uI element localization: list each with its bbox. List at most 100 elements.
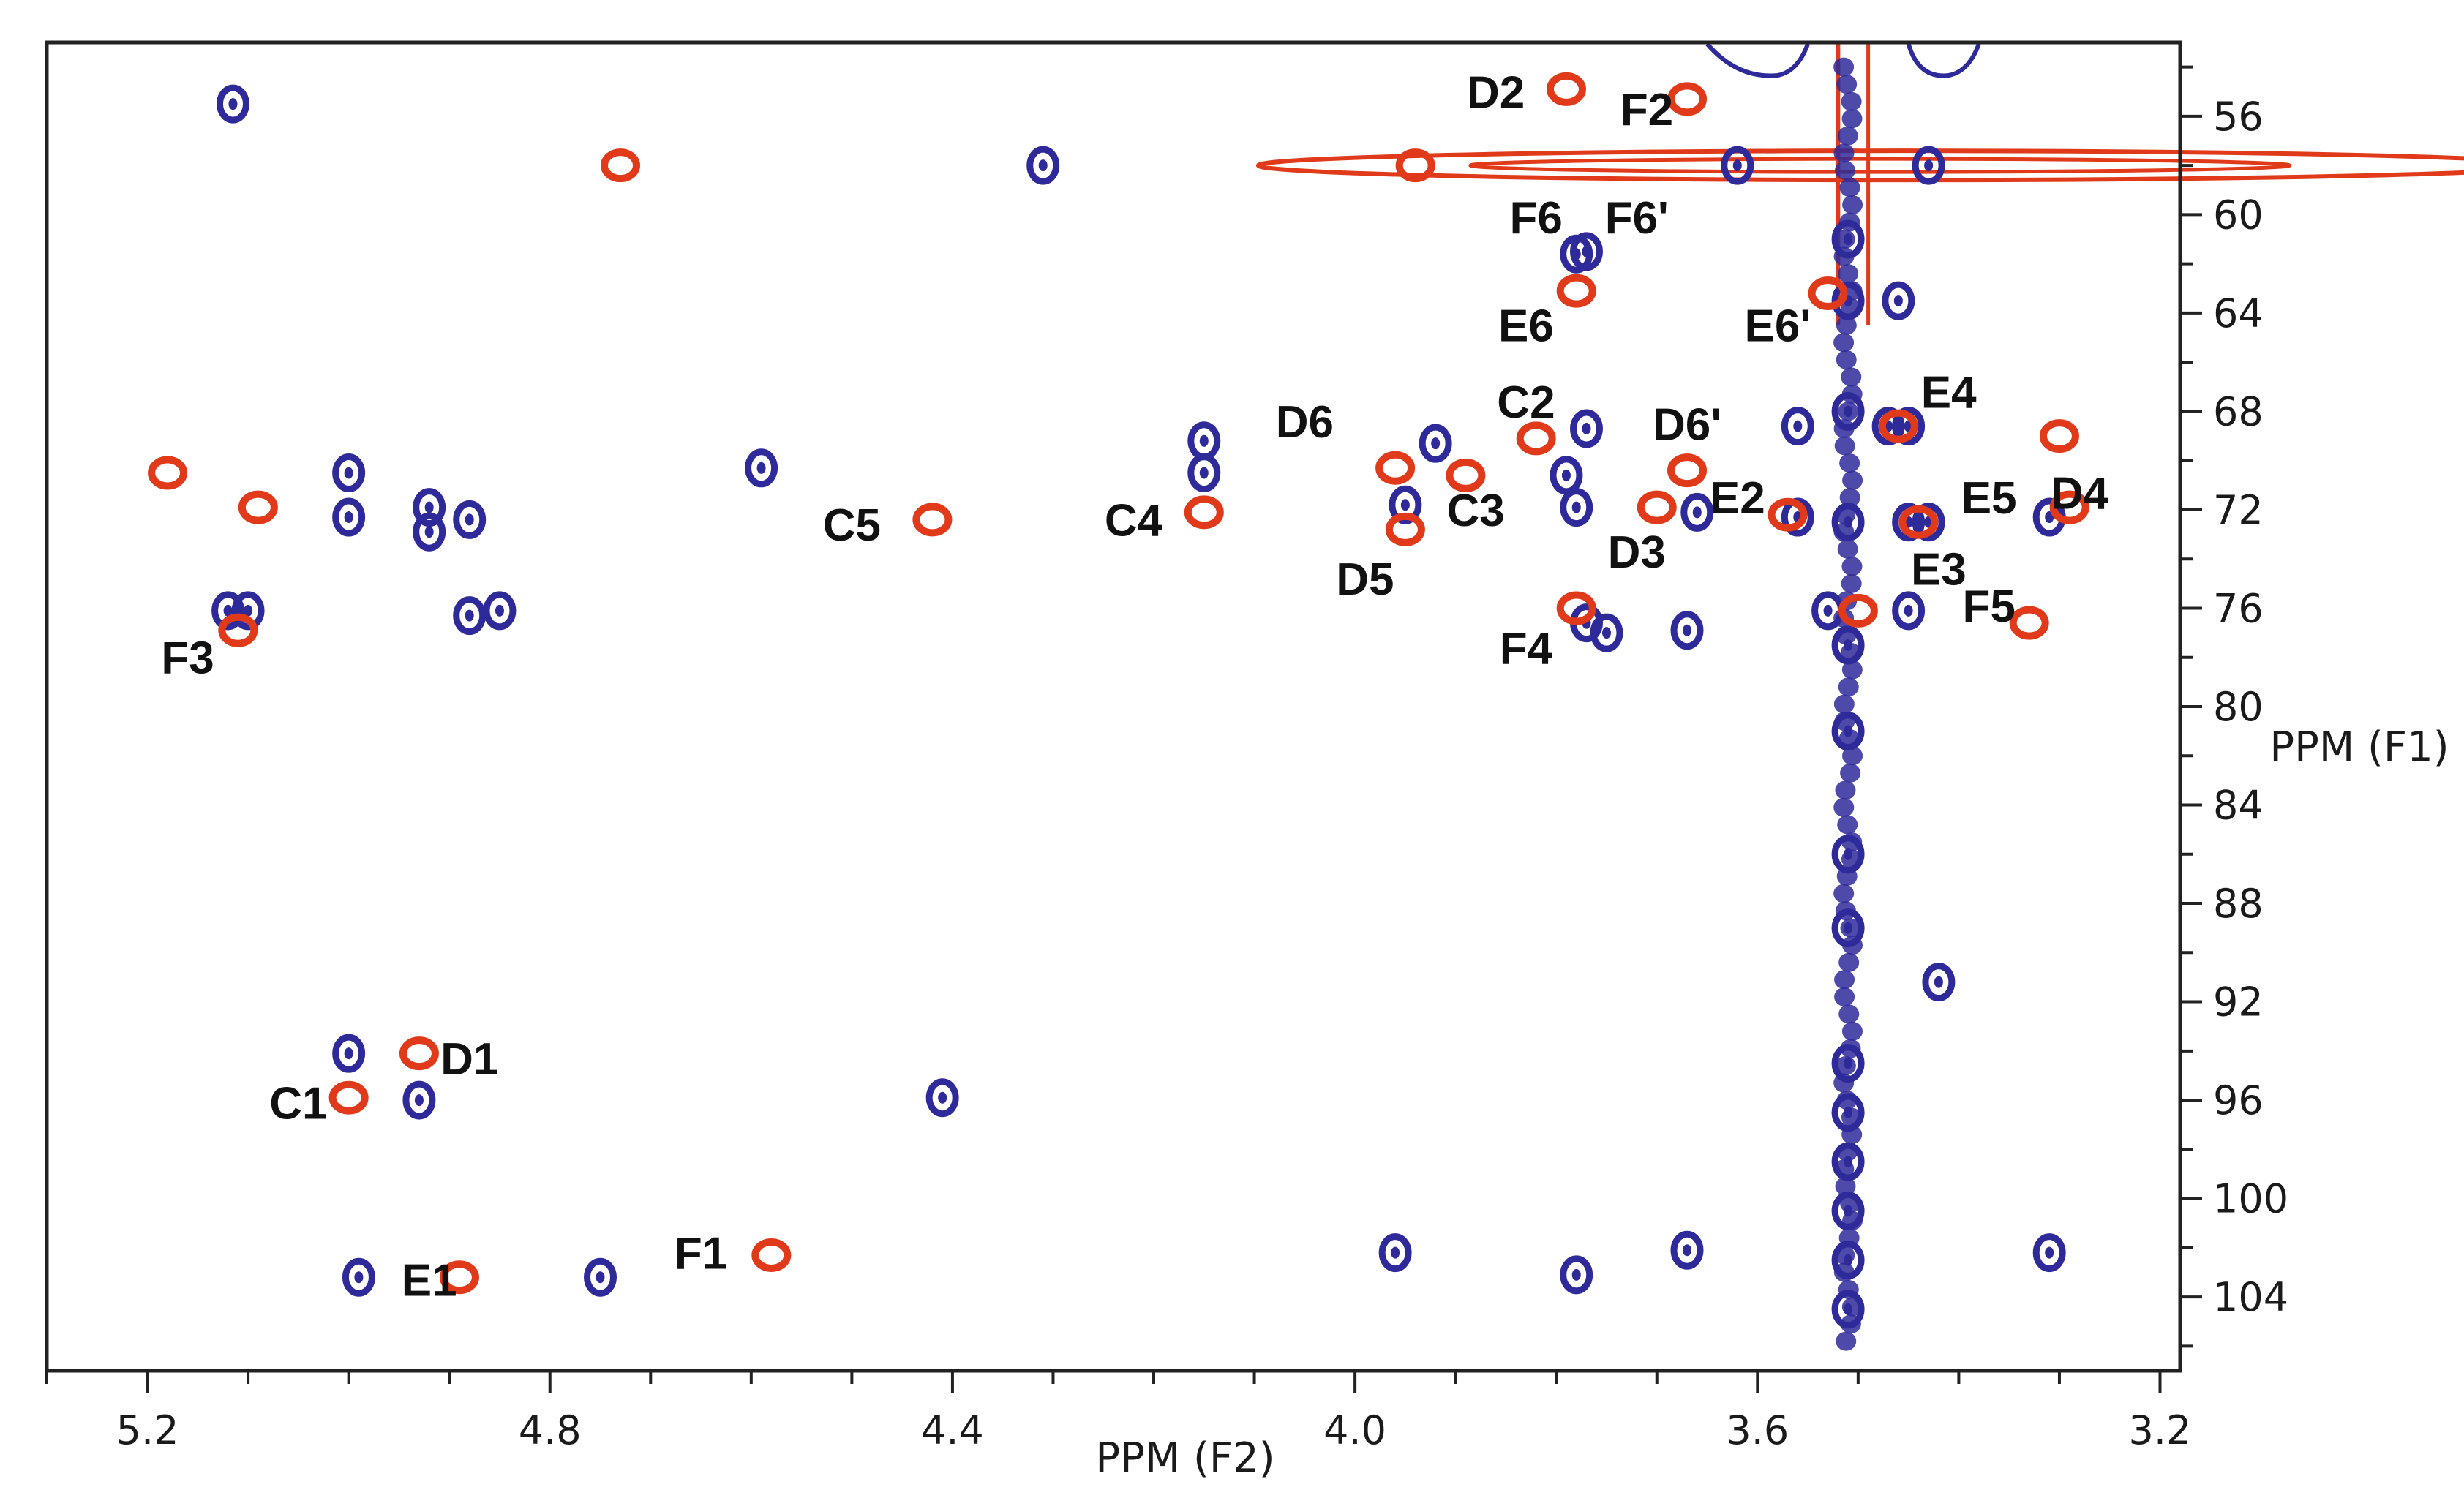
negative-cross-peak-c5: [912, 503, 953, 537]
negative-cross-peak: [1395, 148, 1435, 183]
positive-cross-peak: [1026, 146, 1060, 185]
positive-cross-peak-core: [1582, 422, 1591, 434]
positive-cross-peak-core: [1934, 976, 1943, 988]
peak-label: F2: [1620, 85, 1673, 135]
t1-noise-stripe: [1836, 1331, 1857, 1351]
positive-cross-peak-core: [2045, 1246, 2054, 1259]
t1-noise-stripe: [1841, 1021, 1863, 1041]
positive-cross-peak: [1419, 424, 1452, 463]
y-tick-label: 92: [2213, 979, 2264, 1025]
positive-cross-peak: [1912, 146, 1945, 185]
y-tick-label: 68: [2213, 388, 2264, 434]
positive-cross-peak: [1831, 1044, 1865, 1083]
positive-cross-peak-core: [1924, 159, 1934, 172]
negative-cross-peak: [238, 490, 278, 524]
positive-cross-peak-core: [1561, 469, 1571, 481]
t1-noise-stripe: [1836, 350, 1857, 369]
t1-noise-stripe: [1835, 780, 1856, 800]
negative-cross-peak-f4: [1556, 591, 1596, 625]
negative-cross-peak-e5: [1898, 505, 1939, 539]
positive-cross-peak: [925, 1078, 959, 1118]
negative-cross-peak-c1: [328, 1080, 369, 1115]
positive-cross-peak-core: [1844, 1057, 1853, 1069]
top-edge-contour: [1705, 42, 1810, 78]
t1-noise-stripe: [1841, 109, 1863, 129]
positive-cross-peak-core: [424, 526, 434, 538]
y-tick-label: 84: [2213, 783, 2264, 829]
t1-noise-stripe: [1836, 315, 1857, 335]
positive-cross-peak-core: [1601, 627, 1611, 639]
positive-cross-peak-core: [344, 511, 353, 524]
t1-noise-stripe: [1841, 557, 1863, 576]
y-tick-label: 80: [2213, 684, 2264, 730]
negative-cross-peak-d1: [399, 1036, 439, 1071]
negative-cross-peak-d5: [1385, 512, 1425, 546]
peak-label: C4: [1105, 495, 1163, 546]
positive-cross-peak: [211, 591, 245, 631]
positive-cross-peak-core: [1844, 639, 1853, 651]
positive-cross-peak: [1831, 1191, 1865, 1230]
positive-cross-peak-core: [1431, 437, 1441, 450]
peak-label: F3: [161, 633, 214, 684]
positive-cross-peak-core: [1199, 467, 1209, 479]
t1-noise-stripe: [1837, 126, 1858, 146]
negative-cross-peak-e4: [1878, 409, 1918, 443]
positive-cross-peak-core: [1904, 604, 1913, 617]
peak-label: D6': [1653, 399, 1721, 450]
positive-cross-peak: [342, 1257, 375, 1297]
y-tick-label: 60: [2213, 192, 2264, 238]
t1-noise-stripe: [1834, 436, 1855, 456]
t1-noise-stripe: [1833, 143, 1855, 163]
positive-cross-peak-core: [1844, 1254, 1853, 1266]
positive-cross-peak-core: [1844, 922, 1853, 934]
t1-noise-stripe: [1842, 470, 1863, 490]
positive-cross-peak: [1831, 219, 1865, 259]
negative-cross-peak-c4: [1184, 495, 1224, 530]
positive-cross-peak: [1882, 281, 1915, 320]
positive-cross-peak: [1912, 503, 1945, 542]
positive-cross-peak-core: [228, 98, 238, 110]
positive-cross-peak-core: [1683, 624, 1692, 636]
peak-label: C2: [1497, 377, 1555, 428]
negative-cross-peak-d2: [1546, 72, 1586, 106]
peak-label: E4: [1921, 368, 1977, 418]
peak-label: C1: [269, 1078, 327, 1129]
positive-cross-peak: [216, 84, 249, 124]
negative-cross-peak-f2: [1667, 82, 1708, 116]
peak-label: F6: [1510, 193, 1563, 244]
t1-noise-stripe: [1833, 694, 1855, 714]
t1-noise-stripe: [1839, 488, 1860, 508]
peak-label: E3: [1911, 545, 1967, 595]
solvent-ridge-inner: [1468, 157, 2292, 174]
positive-cross-peak: [453, 596, 487, 636]
positive-cross-peak: [1670, 1230, 1704, 1270]
positive-cross-peak: [1389, 485, 1422, 524]
positive-cross-peak-core: [465, 609, 474, 622]
positive-cross-peak-core: [938, 1091, 947, 1104]
positive-cross-peak: [1831, 281, 1865, 320]
positive-cross-peak-core: [1038, 159, 1048, 172]
x-tick-label: 3.6: [1726, 1407, 1789, 1453]
negative-cross-peak: [148, 456, 188, 490]
peak-label: E1: [402, 1256, 457, 1306]
t1-noise-stripe: [1842, 195, 1863, 214]
positive-cross-peak: [413, 488, 446, 527]
positive-cross-peak-core: [1400, 499, 1410, 511]
positive-cross-peak-core: [1823, 604, 1833, 617]
peak-label: D4: [2051, 468, 2109, 519]
positive-cross-peak-core: [1844, 233, 1853, 246]
t1-noise-stripe: [1838, 264, 1859, 284]
y-tick-label: 100: [2213, 1176, 2288, 1222]
t1-noise-stripe: [1835, 160, 1856, 180]
peak-label: D2: [1467, 67, 1525, 118]
cross-peaks: [148, 72, 2089, 1329]
y-tick-label: 64: [2213, 290, 2264, 336]
solvent-ridge-outer: [1256, 148, 2464, 183]
positive-cross-peak-core: [344, 467, 353, 479]
positive-cross-peak: [1670, 611, 1704, 650]
positive-cross-peak: [2032, 1233, 2066, 1273]
positive-cross-peak-core: [1793, 420, 1803, 432]
negative-cross-peak-f1: [751, 1238, 792, 1272]
y-tick-label: 56: [2213, 94, 2264, 140]
positive-cross-peak-core: [344, 1047, 353, 1060]
